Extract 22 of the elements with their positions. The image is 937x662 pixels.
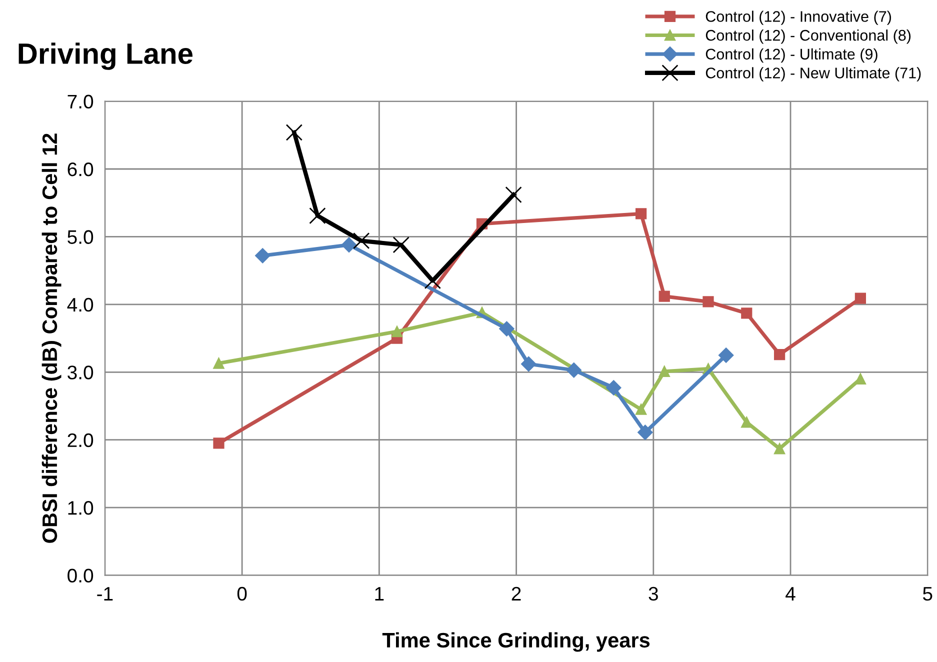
x-tick-label: 0	[237, 586, 247, 601]
x-tick-label: 5	[923, 587, 932, 601]
y-tick-label: 0.0	[68, 568, 94, 583]
legend-label: Control (12) - Ultimate (9)	[706, 48, 878, 63]
x-tick-label: 3	[648, 586, 658, 601]
y-axis-title: OBSI difference (dB) Compared to Cell 12	[42, 134, 62, 543]
y-tick-label: 7.0	[68, 94, 94, 109]
legend-label: Control (12) - Innovative (7)	[706, 10, 891, 25]
chart-title: Driving Lane	[18, 42, 193, 70]
legend-label: Control (12) - Conventional (8)	[706, 30, 911, 44]
legend-label: Control (12) - New Ultimate (71)	[706, 67, 921, 82]
x-tick-label: -1	[97, 587, 113, 600]
x-tick-label: 4	[786, 587, 796, 600]
y-tick-label: 3.0	[68, 366, 94, 380]
y-tick-label: 2.0	[68, 433, 94, 448]
y-tick-label: 6.0	[68, 162, 94, 176]
y-tick-label: 4.0	[67, 298, 94, 312]
x-tick-label: 1	[375, 587, 384, 600]
x-tick-label: 2	[512, 586, 521, 600]
x-axis-title: Time Since Grinding, years	[382, 632, 650, 652]
y-tick-label: 1.0	[68, 501, 94, 515]
y-tick-label: 5.0	[68, 230, 94, 244]
